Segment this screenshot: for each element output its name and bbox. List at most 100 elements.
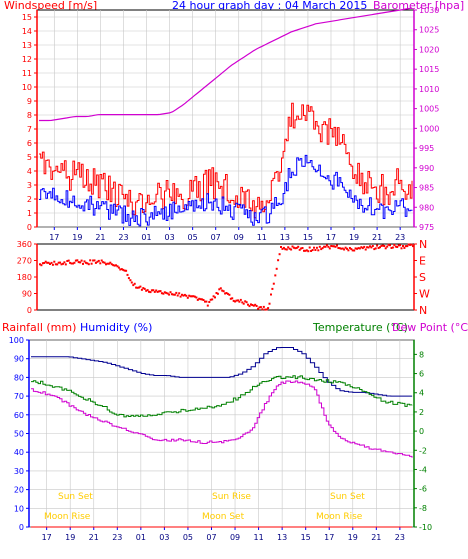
left-tick-label: 360	[17, 240, 32, 249]
series-dewpoint	[31, 380, 413, 458]
direction-point	[320, 248, 323, 251]
moonrise-label: Moon Rise	[44, 512, 91, 522]
right-tick-label: E	[419, 255, 426, 268]
direction-point	[403, 246, 406, 249]
wind-barometer-panel: 0123456789101112131415975980985990995100…	[22, 6, 440, 242]
direction-point	[252, 304, 255, 307]
direction-point	[46, 261, 49, 264]
direction-point	[178, 292, 181, 295]
direction-point	[219, 287, 222, 290]
right-tick-label: 995	[419, 144, 434, 153]
left-tick-label: 30	[14, 467, 24, 476]
direction-point	[305, 249, 308, 252]
direction-point	[308, 246, 311, 249]
x-tick-label: 23	[112, 533, 122, 542]
direction-point	[193, 295, 196, 298]
direction-point	[340, 247, 343, 250]
direction-point	[94, 261, 97, 264]
direction-point	[132, 284, 135, 287]
direction-point	[406, 245, 409, 248]
direction-point	[80, 259, 83, 262]
direction-point	[73, 261, 76, 264]
direction-point	[377, 247, 380, 249]
direction-point	[211, 298, 214, 301]
direction-point	[334, 245, 337, 248]
direction-point	[338, 247, 341, 250]
direction-point	[376, 244, 379, 247]
direction-point	[242, 302, 245, 305]
x-tick-label: 11	[253, 533, 263, 542]
right-tick-label: 1025	[419, 26, 439, 35]
direction-point	[337, 247, 340, 249]
direction-point	[44, 260, 47, 263]
direction-point	[274, 274, 277, 277]
direction-point	[265, 308, 268, 311]
direction-point	[379, 246, 381, 249]
direction-point	[353, 249, 356, 252]
left-tick-label: 6	[27, 139, 32, 148]
direction-point	[201, 298, 204, 301]
direction-point	[62, 262, 64, 265]
direction-point	[54, 263, 57, 266]
direction-point	[373, 248, 376, 251]
direction-point	[391, 246, 394, 249]
direction-point	[389, 244, 391, 247]
direction-point	[235, 299, 238, 302]
direction-point	[295, 246, 298, 249]
direction-point	[142, 287, 145, 290]
direction-point	[381, 244, 384, 247]
direction-point	[315, 246, 318, 249]
direction-point	[303, 249, 305, 252]
direction-point	[400, 247, 403, 250]
right-tick-label: 2	[419, 408, 424, 417]
direction-point	[380, 244, 383, 247]
direction-point	[110, 263, 113, 266]
direction-point	[103, 261, 106, 264]
left-tick-label: 0	[27, 306, 32, 315]
direction-point	[160, 292, 163, 295]
direction-point	[366, 246, 369, 249]
direction-point	[109, 261, 112, 264]
direction-point	[89, 259, 92, 262]
direction-point	[179, 295, 182, 298]
direction-point	[336, 244, 338, 247]
direction-point	[189, 295, 192, 298]
direction-point	[69, 261, 72, 264]
direction-point	[327, 245, 330, 248]
direction-point	[150, 289, 153, 292]
direction-point	[412, 245, 414, 248]
right-tick-label: N	[419, 304, 427, 317]
x-tick-label: 09	[234, 233, 244, 242]
direction-point	[123, 269, 126, 272]
direction-point	[294, 247, 297, 250]
direction-point	[133, 282, 136, 285]
direction-point	[387, 243, 390, 246]
left-tick-label: 20	[14, 486, 24, 495]
left-tick-label: 80	[14, 373, 24, 382]
direction-point	[254, 303, 257, 306]
x-tick-label: 21	[89, 533, 99, 542]
direction-point	[145, 289, 148, 292]
right-tick-label: 8	[419, 350, 424, 359]
direction-point	[224, 292, 227, 295]
moonset-label: Moon Set	[202, 512, 245, 522]
direction-point	[360, 246, 363, 249]
direction-point	[90, 262, 93, 265]
direction-point	[79, 261, 82, 264]
direction-point	[218, 288, 221, 291]
direction-point	[313, 246, 315, 249]
right-tick-label: 1015	[419, 65, 439, 74]
direction-point	[208, 301, 211, 303]
direction-point	[314, 249, 317, 251]
direction-point	[234, 300, 237, 303]
direction-point	[367, 246, 370, 249]
direction-point	[64, 263, 67, 266]
direction-point	[386, 245, 389, 248]
direction-point	[186, 296, 189, 299]
direction-point	[51, 263, 54, 266]
direction-point	[285, 248, 288, 251]
direction-point	[248, 305, 251, 308]
direction-point	[122, 268, 125, 271]
direction-point	[113, 264, 116, 267]
